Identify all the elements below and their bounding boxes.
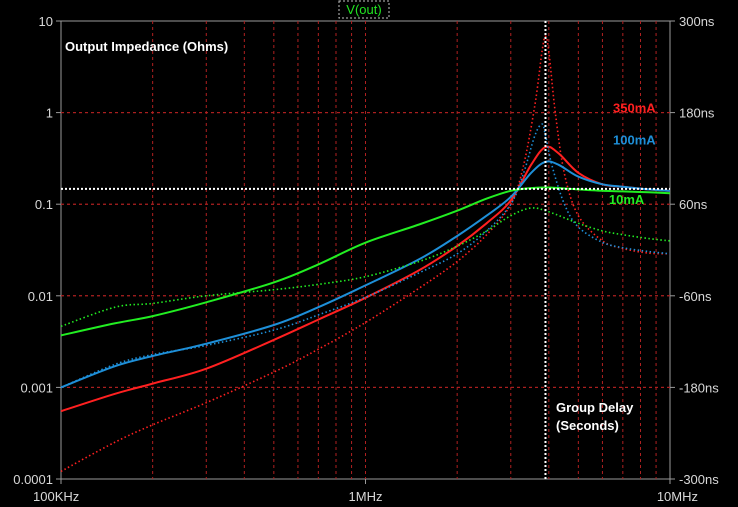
cursor-lines xyxy=(61,21,670,479)
impedance-trace-100ma xyxy=(60,160,671,389)
series-label-100ma: 100mA xyxy=(613,132,656,147)
left-axis-annotation: Output Impedance (Ohms) xyxy=(65,39,228,54)
y-right-tick-label: 180ns xyxy=(679,106,715,121)
group-delay-trace-350ma xyxy=(60,35,671,473)
y-right-tick-label: -180ns xyxy=(679,380,719,395)
y-right-tick-label: -300ns xyxy=(679,472,719,487)
y-left-tick-label: 10 xyxy=(39,14,53,29)
x-tick-label: 100KHz xyxy=(33,489,79,504)
traces xyxy=(60,35,671,473)
right-axis-annotation-line2: (Seconds) xyxy=(556,418,619,433)
y-left-tick-label: 0.01 xyxy=(28,289,53,304)
series-labels: 350mA 100mA 10mA xyxy=(609,101,656,208)
series-label-350ma: 350mA xyxy=(613,101,656,116)
y-left-tick-label: 0.1 xyxy=(35,197,53,212)
x-tick-label: 1MHz xyxy=(349,489,383,504)
y-right-tick-label: 300ns xyxy=(679,14,715,29)
y-left-tick-label: 0.001 xyxy=(20,380,53,395)
x-tick-label: 10MHz xyxy=(657,489,698,504)
group-delay-trace-100ma xyxy=(60,123,671,389)
impedance-trace-10ma xyxy=(60,186,671,337)
trace-title-box[interactable] xyxy=(338,0,390,19)
trace-title[interactable]: V(out) xyxy=(346,2,381,17)
tick-labels: 100KHz 1MHz 10MHz 10 1 0.1 0.01 0.001 0.0001 300n… xyxy=(13,14,719,504)
y-right-tick-label: 60ns xyxy=(679,197,708,212)
right-axis-annotation-line1: Group Delay xyxy=(556,400,634,415)
y-right-tick-label: -60ns xyxy=(679,289,712,304)
grid-lines xyxy=(61,21,670,479)
y-left-tick-label: 0.0001 xyxy=(13,472,53,487)
series-label-10ma: 10mA xyxy=(609,192,645,207)
y-left-tick-label: 1 xyxy=(46,106,53,121)
